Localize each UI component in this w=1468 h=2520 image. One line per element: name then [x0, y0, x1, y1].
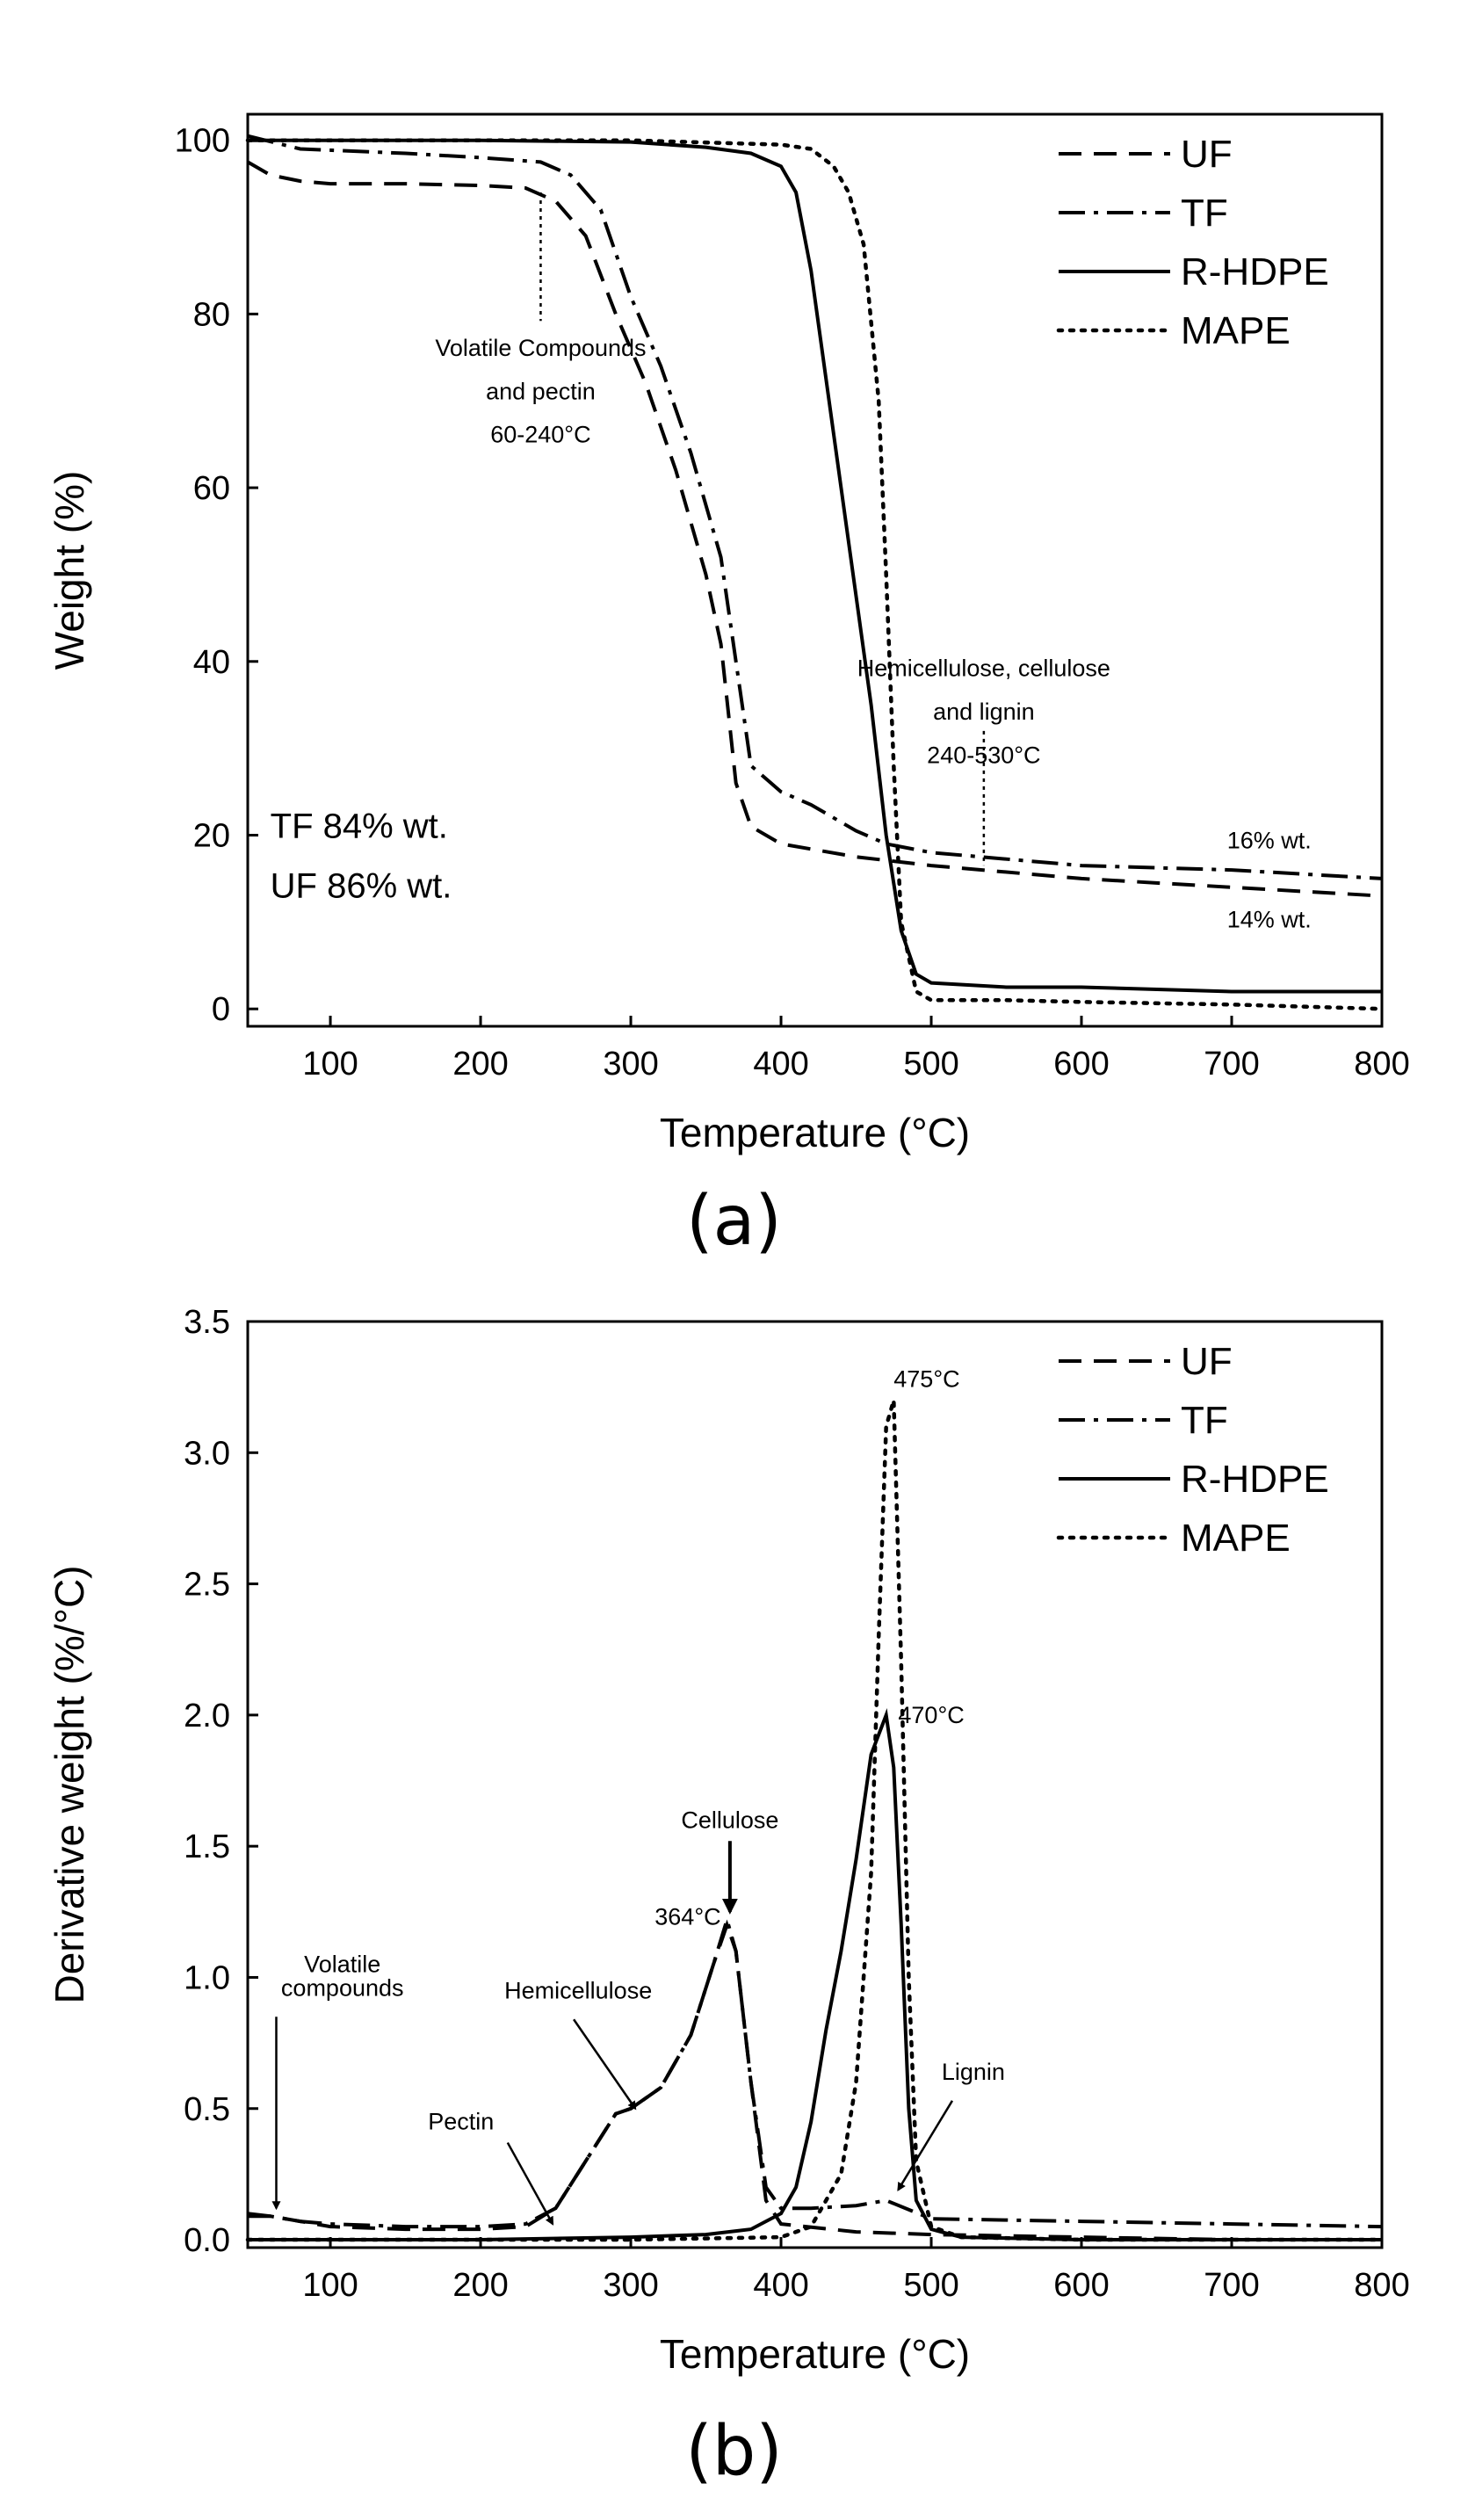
- a-series-tf: [247, 134, 1383, 880]
- b-y-tick-label-1: 1.0: [184, 1959, 230, 1996]
- b-legend-label-tf: TF: [1181, 1399, 1228, 1442]
- b-x-tick-label-600: 600: [1053, 2267, 1109, 2304]
- a-y-tick-label-60: 60: [193, 470, 230, 507]
- b-annotation-364: 364°C: [654, 1904, 720, 1930]
- a-series-r-hdpe: [248, 138, 1382, 994]
- a-x-tick-label-400: 400: [753, 1046, 808, 1083]
- chart-b-x-axis-title: Temperature (°C): [660, 2331, 970, 2377]
- a-x-tick-label-300: 300: [603, 1046, 658, 1083]
- b-legend-label-r-hdpe: R-HDPE: [1181, 1458, 1329, 1501]
- a-x-tick-label-200: 200: [452, 1046, 508, 1083]
- a-annotation-16pct: 16% wt.: [1227, 827, 1312, 853]
- b-arrow-lignin: [897, 2100, 954, 2192]
- a-legend-label-uf: UF: [1181, 133, 1233, 176]
- a-y-tick-label-100: 100: [175, 123, 230, 160]
- a-x-tick-label-500: 500: [903, 1046, 958, 1083]
- chart-b-plot-frame: [246, 1320, 1384, 2249]
- b-x-tick-label-800: 800: [1354, 2267, 1409, 2304]
- b-annotation-lignin: Lignin: [942, 2059, 1005, 2085]
- a-legend-label-tf: TF: [1181, 192, 1228, 235]
- b-y-tick-label-1-5: 1.5: [184, 1828, 230, 1865]
- a-y-tick-label-40: 40: [193, 644, 230, 681]
- a-y-tick-label-20: 20: [193, 818, 230, 855]
- a-annotation-uf-86: UF 86% wt.: [271, 867, 452, 906]
- chart-b-annotations: 475°C 470°C Cellulose 364°C Volatilecompound…: [271, 1366, 1005, 2226]
- b-y-tick-label-3: 3.0: [184, 1435, 230, 1472]
- chart-b-y-axis-title: Derivative weight (%/°C): [47, 1566, 92, 2004]
- b-series-mape: [245, 1399, 1385, 2242]
- panel-a-label: (a): [686, 1182, 782, 1261]
- b-series-r-hdpe: [248, 1707, 1382, 2241]
- b-annotation-475: 475°C: [893, 1366, 959, 1393]
- panel-b-label: (b): [685, 2412, 783, 2491]
- a-annotation-14pct: 14% wt.: [1227, 906, 1312, 932]
- a-legend-label-mape: MAPE: [1181, 309, 1291, 352]
- a-y-tick-label-80: 80: [193, 296, 230, 333]
- chart-b: 100 200 300 400 500 600 700 800 0.0 0.5 1.0 1.5 2.0 2…: [47, 1304, 1410, 2377]
- b-x-tick-label-700: 700: [1204, 2267, 1259, 2304]
- a-x-tick-label-100: 100: [302, 1046, 358, 1083]
- chart-a-x-axis-title: Temperature (°C): [660, 1110, 970, 1155]
- b-arrow-pectin: [506, 2141, 554, 2226]
- a-x-tick-label-600: 600: [1053, 1046, 1109, 1083]
- b-x-tick-label-200: 200: [452, 2267, 508, 2304]
- a-series-uf: [246, 160, 1383, 898]
- a-x-tick-label-800: 800: [1354, 1046, 1409, 1083]
- b-series-uf: [248, 1919, 1382, 2241]
- chart-a-plot-frame: [246, 112, 1384, 1028]
- b-x-tick-label-300: 300: [603, 2267, 658, 2304]
- a-annotation-volatile-3: 60-240°C: [490, 422, 590, 448]
- b-x-tick-label-100: 100: [302, 2267, 358, 2304]
- b-annotation-volatile-1: Volatile: [304, 1951, 380, 1977]
- a-annotation-volatile-2: and pectin: [486, 378, 596, 404]
- a-annotation-volatile-1: Volatile Compounds: [435, 335, 646, 361]
- b-y-tick-label-0: 0.0: [184, 2222, 230, 2259]
- b-arrow-hemicellulose: [573, 2018, 637, 2111]
- chart-a-ticks: 100 200 300 400 500 600 700 800 0 20 40 60 80 100: [175, 123, 1410, 1083]
- chart-a-curves: [245, 134, 1385, 1011]
- b-x-tick-label-400: 400: [753, 2267, 808, 2304]
- b-legend-label-mape: MAPE: [1181, 1517, 1291, 1560]
- b-y-tick-label-2-5: 2.5: [184, 1567, 230, 1604]
- chart-b-curves: [245, 1399, 1385, 2242]
- a-y-tick-label-0: 0: [212, 991, 230, 1028]
- b-series-tf: [247, 1913, 1383, 2229]
- b-legend-label-uf: UF: [1181, 1340, 1233, 1383]
- b-annotation-hemicellulose: Hemicellulose: [504, 1977, 652, 2003]
- a-annotation-hemicellulose-1: Hemicellulose, cellulose: [857, 655, 1110, 682]
- a-annotation-hemicellulose-2: and lignin: [933, 699, 1035, 725]
- a-series-mape: [245, 138, 1385, 1011]
- chart-a: 100 200 300 400 500 600 700 800 0 20 40 60 80 100 UF T…: [47, 112, 1410, 1155]
- a-annotation-tf-84: TF 84% wt.: [271, 807, 448, 845]
- a-legend-label-r-hdpe: R-HDPE: [1181, 250, 1329, 293]
- b-y-tick-label-3-5: 3.5: [184, 1304, 230, 1341]
- b-y-tick-label-0-5: 0.5: [184, 2091, 230, 2128]
- chart-a-legend: UF TF R-HDPE MAPE: [1056, 133, 1329, 352]
- b-annotation-pectin: Pectin: [428, 2109, 494, 2135]
- chart-a-annotations: Volatile Compounds and pectin 60-240°C Hemi…: [271, 192, 1312, 932]
- chart-b-legend: UF TF R-HDPE MAPE: [1056, 1340, 1329, 1560]
- chart-a-y-axis-title: Weight (%): [47, 471, 92, 670]
- b-annotation-volatile-2: compounds: [281, 1974, 404, 2001]
- chart-b-ticks: 100 200 300 400 500 600 700 800 0.0 0.5 1.0 1.5 2.0 2…: [184, 1304, 1410, 2304]
- b-annotation-470: 470°C: [898, 1702, 964, 1728]
- b-y-tick-label-2: 2.0: [184, 1698, 230, 1734]
- b-annotation-cellulose: Cellulose: [681, 1807, 778, 1833]
- a-x-tick-label-700: 700: [1204, 1046, 1259, 1083]
- b-x-tick-label-500: 500: [903, 2267, 958, 2304]
